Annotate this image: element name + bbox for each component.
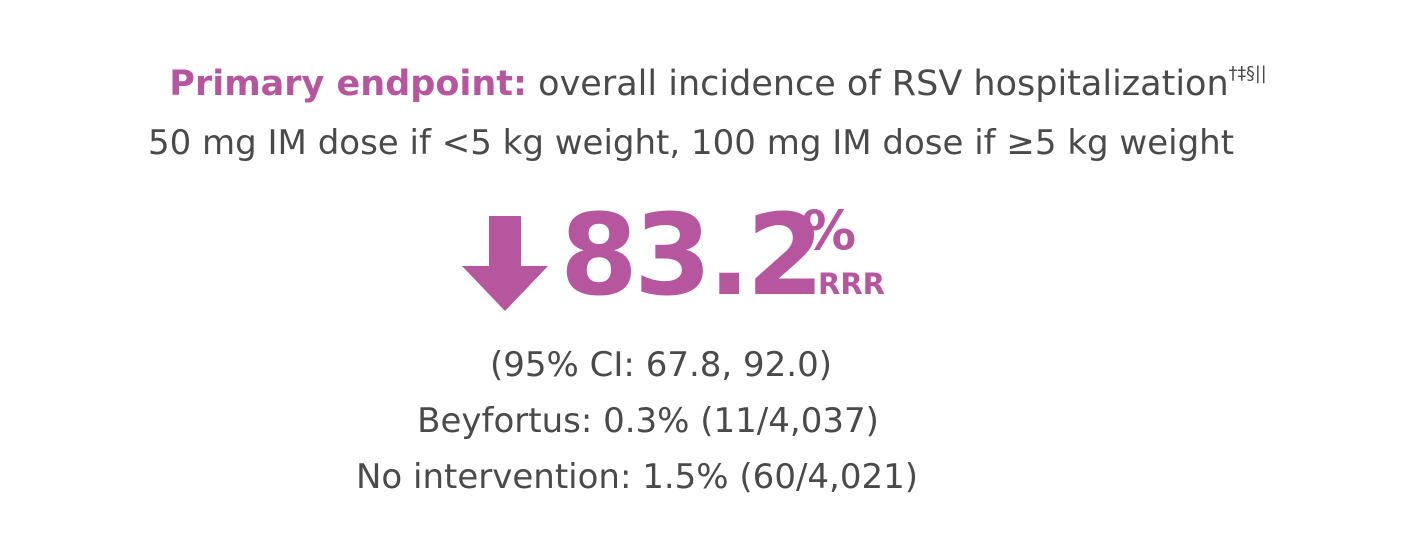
result-measure: RRR (818, 267, 885, 301)
result-unit: % (802, 199, 857, 262)
result-value: 83.2 (560, 191, 824, 321)
detail: No intervention: 1.5% (60/4,021) (355, 457, 919, 497)
down-arrow (462, 216, 548, 311)
detail: Beyfortus: 0.3% (11/4,037) (417, 401, 879, 441)
detail: (95% CI: 67.8, 92.0) (490, 345, 832, 385)
heading-label: Primary endpoint: (169, 63, 528, 104)
result: 83.2 % RRR (462, 191, 902, 321)
heading: Primary endpoint: overall incidence of R… (169, 63, 1267, 104)
footnote-marks: †‡§|| (1228, 64, 1267, 84)
arrow-shape (462, 216, 548, 311)
heading-title: overall incidence of RSV hospitalization (538, 63, 1229, 104)
subtitle: 50 mg IM dose if <5 kg weight, 100 mg IM… (147, 123, 1235, 163)
